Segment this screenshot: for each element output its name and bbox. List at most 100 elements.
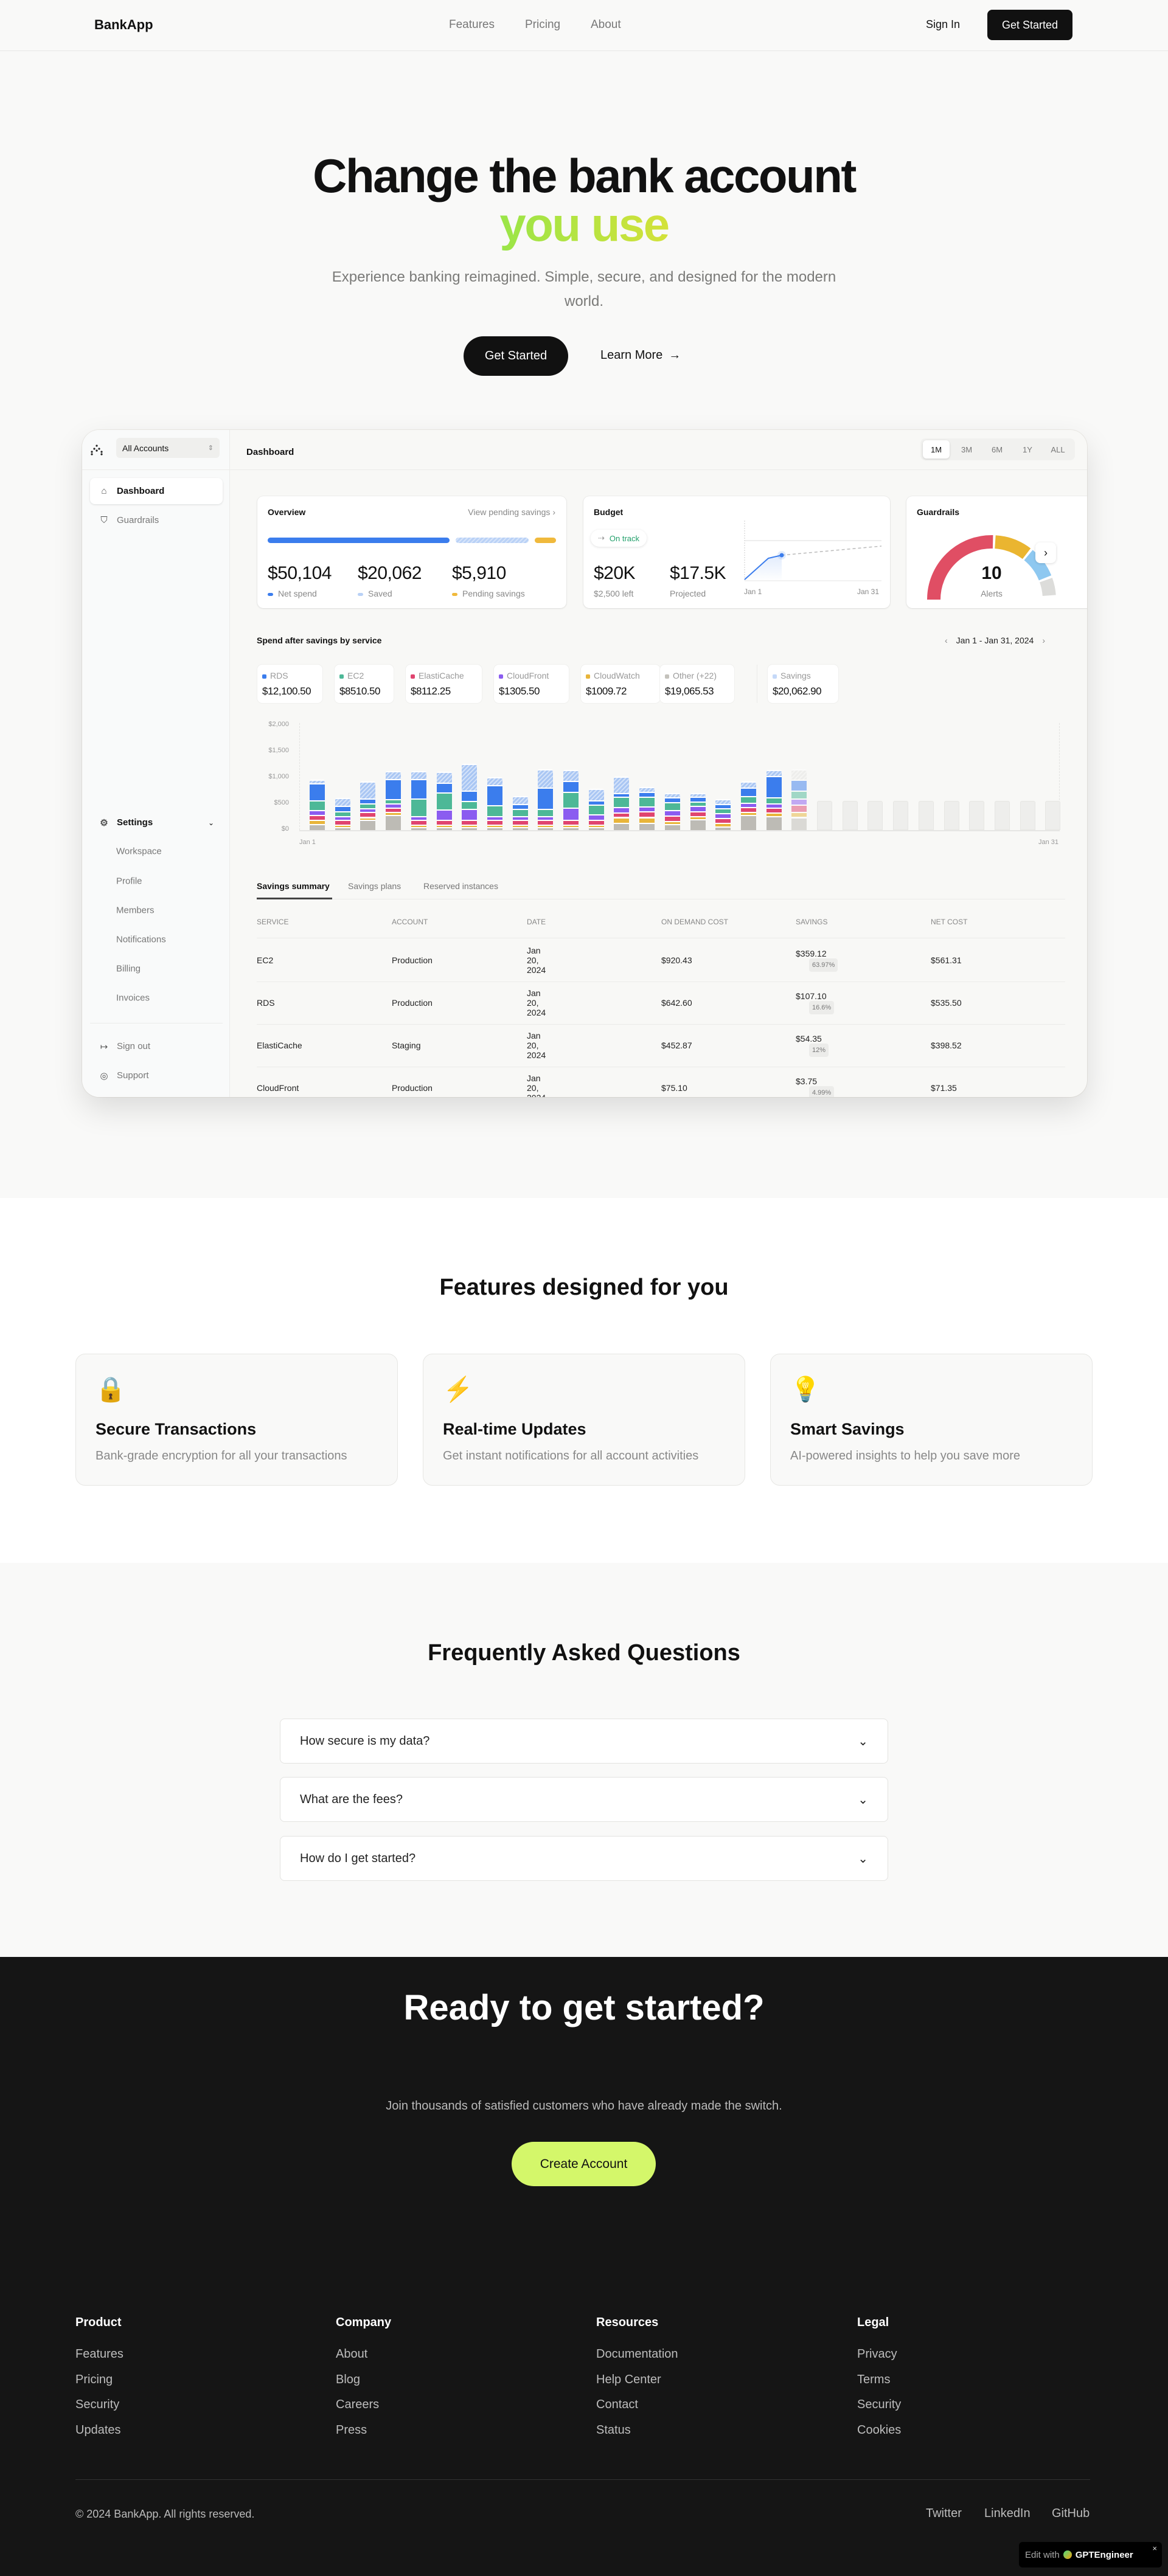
- legend-card-cloudwatch[interactable]: CloudWatch $1009.72: [581, 665, 660, 703]
- brand-logo[interactable]: BankApp: [94, 17, 153, 32]
- legend-card-savings[interactable]: Savings $20,062.90: [768, 665, 838, 703]
- bar-segment-cloudwatch: [791, 812, 807, 817]
- guardrails-next-button[interactable]: ›: [1035, 542, 1056, 563]
- bar-segment-cloudfront: [588, 814, 604, 820]
- lifebuoy-icon: ◎: [100, 1070, 108, 1081]
- stat-label: Projected: [670, 589, 706, 598]
- bar-segment-rds: [360, 798, 376, 803]
- footer-link-cookies[interactable]: Cookies: [857, 2423, 902, 2437]
- bar-segment-cloudfront: [538, 815, 554, 820]
- overview-bar-segment: [534, 538, 556, 543]
- footer-link-about[interactable]: About: [336, 2347, 368, 2361]
- tab-savings-summary[interactable]: Savings summary: [257, 881, 330, 891]
- view-pending-savings-link[interactable]: View pending savings ›: [468, 507, 555, 517]
- nav-link-about[interactable]: About: [591, 18, 621, 31]
- sign-out-icon: ↦: [100, 1041, 108, 1052]
- bar-segment-cloudwatch: [310, 820, 325, 824]
- bar-segment-savings: [639, 787, 655, 792]
- bar-segment-rds: [386, 779, 401, 799]
- sign-out-button[interactable]: ↦ Sign out: [90, 1033, 223, 1059]
- faq-question: How do I get started?: [300, 1851, 416, 1865]
- create-account-button[interactable]: Create Account: [512, 2142, 656, 2186]
- footer-link-status[interactable]: Status: [596, 2423, 631, 2437]
- sidebar-item-profile[interactable]: Profile: [116, 876, 142, 887]
- faq-item[interactable]: How secure is my data? ⌄: [280, 1719, 888, 1764]
- sidebar-item-workspace[interactable]: Workspace: [116, 846, 162, 857]
- account-select[interactable]: All Accounts ⇕: [116, 438, 220, 458]
- sidebar-item-invoices[interactable]: Invoices: [116, 992, 150, 1003]
- nav-link-pricing[interactable]: Pricing: [525, 18, 561, 31]
- period-all[interactable]: ALL: [1051, 445, 1065, 454]
- table-cell: Jan 20, 2024: [527, 1031, 546, 1060]
- legend-name: EC2: [339, 671, 389, 680]
- table-cell: Production: [392, 955, 433, 965]
- footer-link-careers[interactable]: Careers: [336, 2398, 380, 2411]
- social-linkedin[interactable]: LinkedIn: [984, 2507, 1031, 2520]
- features-title: Features designed for you: [439, 1275, 729, 1300]
- legend-card-other-22-[interactable]: Other (+22) $19,065.53: [660, 665, 734, 703]
- period-1m[interactable]: 1M: [923, 440, 950, 459]
- faq-item[interactable]: How do I get started? ⌄: [280, 1836, 888, 1881]
- legend-card-elasticache[interactable]: ElastiCache $8112.25: [406, 665, 482, 703]
- close-icon[interactable]: ×: [1152, 2544, 1157, 2553]
- legend-card-ec2[interactable]: EC2 $8510.50: [335, 665, 394, 703]
- sign-in-link[interactable]: Sign In: [926, 18, 961, 30]
- bar-segment-cloudwatch: [690, 815, 706, 820]
- period-1y[interactable]: 1Y: [1023, 445, 1032, 454]
- top-navbar: BankApp Features Pricing About Sign In G…: [0, 0, 1168, 51]
- chart-bar-day-18: [740, 430, 756, 830]
- sidebar-item-members[interactable]: Members: [116, 905, 155, 916]
- support-link[interactable]: ◎ Support: [90, 1062, 223, 1089]
- prev-period-button[interactable]: ‹: [945, 635, 948, 645]
- period-6m[interactable]: 6M: [991, 445, 1003, 454]
- savings-amount: $3.75: [796, 1076, 818, 1086]
- period-3m[interactable]: 3M: [961, 445, 973, 454]
- hero-title-highlight: you use: [499, 198, 670, 251]
- table-cell: $561.31: [931, 955, 962, 965]
- feature-desc: Get instant notifications for all accoun…: [443, 1449, 699, 1463]
- footer-link-help-center[interactable]: Help Center: [596, 2372, 661, 2386]
- bar-segment-ec2: [791, 791, 807, 799]
- footer-link-security[interactable]: Security: [75, 2398, 120, 2411]
- bar-segment-savings: [563, 769, 579, 781]
- sidebar-item-label: Guardrails: [117, 515, 159, 525]
- bar-segment-elasticache: [588, 820, 604, 825]
- footer-link-privacy[interactable]: Privacy: [857, 2347, 897, 2361]
- next-period-button[interactable]: ›: [1042, 635, 1045, 645]
- gptengineer-badge[interactable]: Edit with GPTEngineer ×: [1019, 2542, 1162, 2567]
- hero-get-started-button[interactable]: Get Started: [464, 336, 568, 376]
- chart-bar-day-17: [715, 430, 731, 830]
- chart-bar-day-3: [360, 430, 376, 830]
- account-select-value: All Accounts: [122, 443, 169, 453]
- sidebar-item-billing[interactable]: Billing: [116, 963, 141, 974]
- legend-card-rds[interactable]: RDS $12,100.50: [257, 665, 322, 703]
- learn-more-link[interactable]: Learn More →: [600, 348, 681, 362]
- nav-get-started-button[interactable]: Get Started: [987, 10, 1072, 40]
- social-twitter[interactable]: Twitter: [926, 2507, 962, 2520]
- bar-segment-ec2: [512, 809, 528, 816]
- social-github[interactable]: GitHub: [1052, 2507, 1090, 2520]
- tab-reserved-instances[interactable]: Reserved instances: [423, 881, 498, 891]
- tab-savings-plans[interactable]: Savings plans: [348, 881, 401, 891]
- footer-link-terms[interactable]: Terms: [857, 2372, 891, 2386]
- footer-link-security[interactable]: Security: [857, 2398, 902, 2411]
- bar-segment-elasticache: [335, 820, 350, 825]
- footer-heading-resources: Resources: [596, 2316, 659, 2329]
- footer-link-pricing[interactable]: Pricing: [75, 2372, 113, 2386]
- footer-link-documentation[interactable]: Documentation: [596, 2347, 678, 2361]
- faq-title: Frequently Asked Questions: [428, 1640, 740, 1666]
- sidebar-item-guardrails[interactable]: ⛉ Guardrails: [90, 507, 223, 533]
- nav-link-features[interactable]: Features: [449, 18, 495, 31]
- faq-item[interactable]: What are the fees? ⌄: [280, 1777, 888, 1822]
- footer-link-blog[interactable]: Blog: [336, 2372, 361, 2386]
- sidebar-item-notifications[interactable]: Notifications: [116, 934, 166, 945]
- sidebar-item-dashboard[interactable]: ⌂ Dashboard: [90, 478, 223, 504]
- footer-link-press[interactable]: Press: [336, 2423, 367, 2437]
- legend-card-cloudfront[interactable]: CloudFront $1305.50: [494, 665, 569, 703]
- footer-link-contact[interactable]: Contact: [596, 2398, 638, 2411]
- footer-link-features[interactable]: Features: [75, 2347, 123, 2361]
- learn-more-label: Learn More: [600, 348, 663, 362]
- footer-link-updates[interactable]: Updates: [75, 2423, 121, 2437]
- sidebar-settings-toggle[interactable]: ⚙ Settings ⌄: [90, 809, 223, 836]
- bar-segment-savings: [664, 793, 680, 797]
